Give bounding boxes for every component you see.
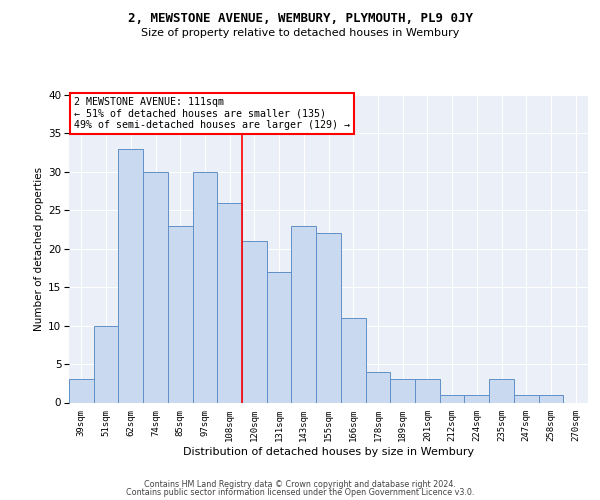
Bar	[514, 395, 539, 402]
Bar	[242, 241, 267, 402]
Text: Contains HM Land Registry data © Crown copyright and database right 2024.: Contains HM Land Registry data © Crown c…	[144, 480, 456, 489]
Bar	[489, 380, 514, 402]
Bar	[168, 226, 193, 402]
X-axis label: Distribution of detached houses by size in Wembury: Distribution of detached houses by size …	[183, 446, 474, 456]
Bar	[365, 372, 390, 402]
Bar	[69, 380, 94, 402]
Bar	[94, 326, 118, 402]
Bar	[415, 380, 440, 402]
Text: Size of property relative to detached houses in Wembury: Size of property relative to detached ho…	[141, 28, 459, 38]
Bar	[193, 172, 217, 402]
Bar	[292, 226, 316, 402]
Bar	[390, 380, 415, 402]
Text: Contains public sector information licensed under the Open Government Licence v3: Contains public sector information licen…	[126, 488, 474, 497]
Bar	[341, 318, 365, 402]
Bar	[267, 272, 292, 402]
Bar	[316, 234, 341, 402]
Bar	[118, 149, 143, 403]
Text: 2 MEWSTONE AVENUE: 111sqm
← 51% of detached houses are smaller (135)
49% of semi: 2 MEWSTONE AVENUE: 111sqm ← 51% of detac…	[74, 96, 350, 130]
Bar	[440, 395, 464, 402]
Bar	[464, 395, 489, 402]
Bar	[539, 395, 563, 402]
Text: 2, MEWSTONE AVENUE, WEMBURY, PLYMOUTH, PL9 0JY: 2, MEWSTONE AVENUE, WEMBURY, PLYMOUTH, P…	[128, 12, 473, 26]
Y-axis label: Number of detached properties: Number of detached properties	[34, 166, 44, 331]
Bar	[143, 172, 168, 402]
Bar	[217, 202, 242, 402]
